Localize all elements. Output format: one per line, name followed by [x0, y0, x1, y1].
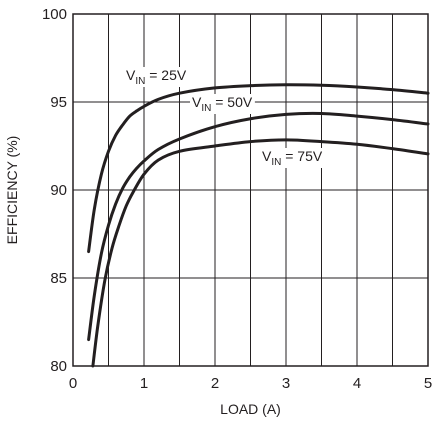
series-label-background — [124, 67, 189, 87]
y-tick-label: 90 — [50, 182, 67, 199]
x-tick-label: 4 — [353, 375, 361, 392]
x-tick-label: 1 — [140, 375, 148, 392]
y-tick-label: 85 — [50, 270, 67, 287]
series-label-background — [260, 148, 325, 168]
x-axis-label: LOAD (A) — [220, 401, 281, 417]
series-line-vin-75v — [91, 138, 430, 368]
series-line-vin-50v — [87, 111, 430, 342]
x-tick-label: 5 — [424, 375, 432, 392]
y-tick-label: 100 — [42, 6, 67, 23]
y-tick-label: 80 — [50, 358, 67, 375]
series-lines — [87, 83, 430, 368]
series-line-vin-25v — [87, 83, 430, 254]
x-tick-label: 0 — [69, 375, 77, 392]
plot-frame — [72, 13, 429, 367]
series-label-vin-75v: VIN = 75V — [262, 148, 323, 168]
x-tick-label: 2 — [211, 375, 219, 392]
x-tick-labels: 0 1 2 3 4 5 — [69, 375, 432, 392]
y-tick-label: 95 — [50, 94, 67, 111]
y-axis-label: EFFICIENCY (%) — [4, 136, 20, 245]
series-label-vin-50v: VIN = 50V — [192, 94, 253, 114]
x-tick-label: 3 — [282, 375, 290, 392]
y-tick-labels: 80 85 90 95 100 — [42, 6, 67, 375]
series-label-vin-25v: VIN = 25V — [126, 67, 187, 87]
series-label-background — [190, 94, 255, 114]
